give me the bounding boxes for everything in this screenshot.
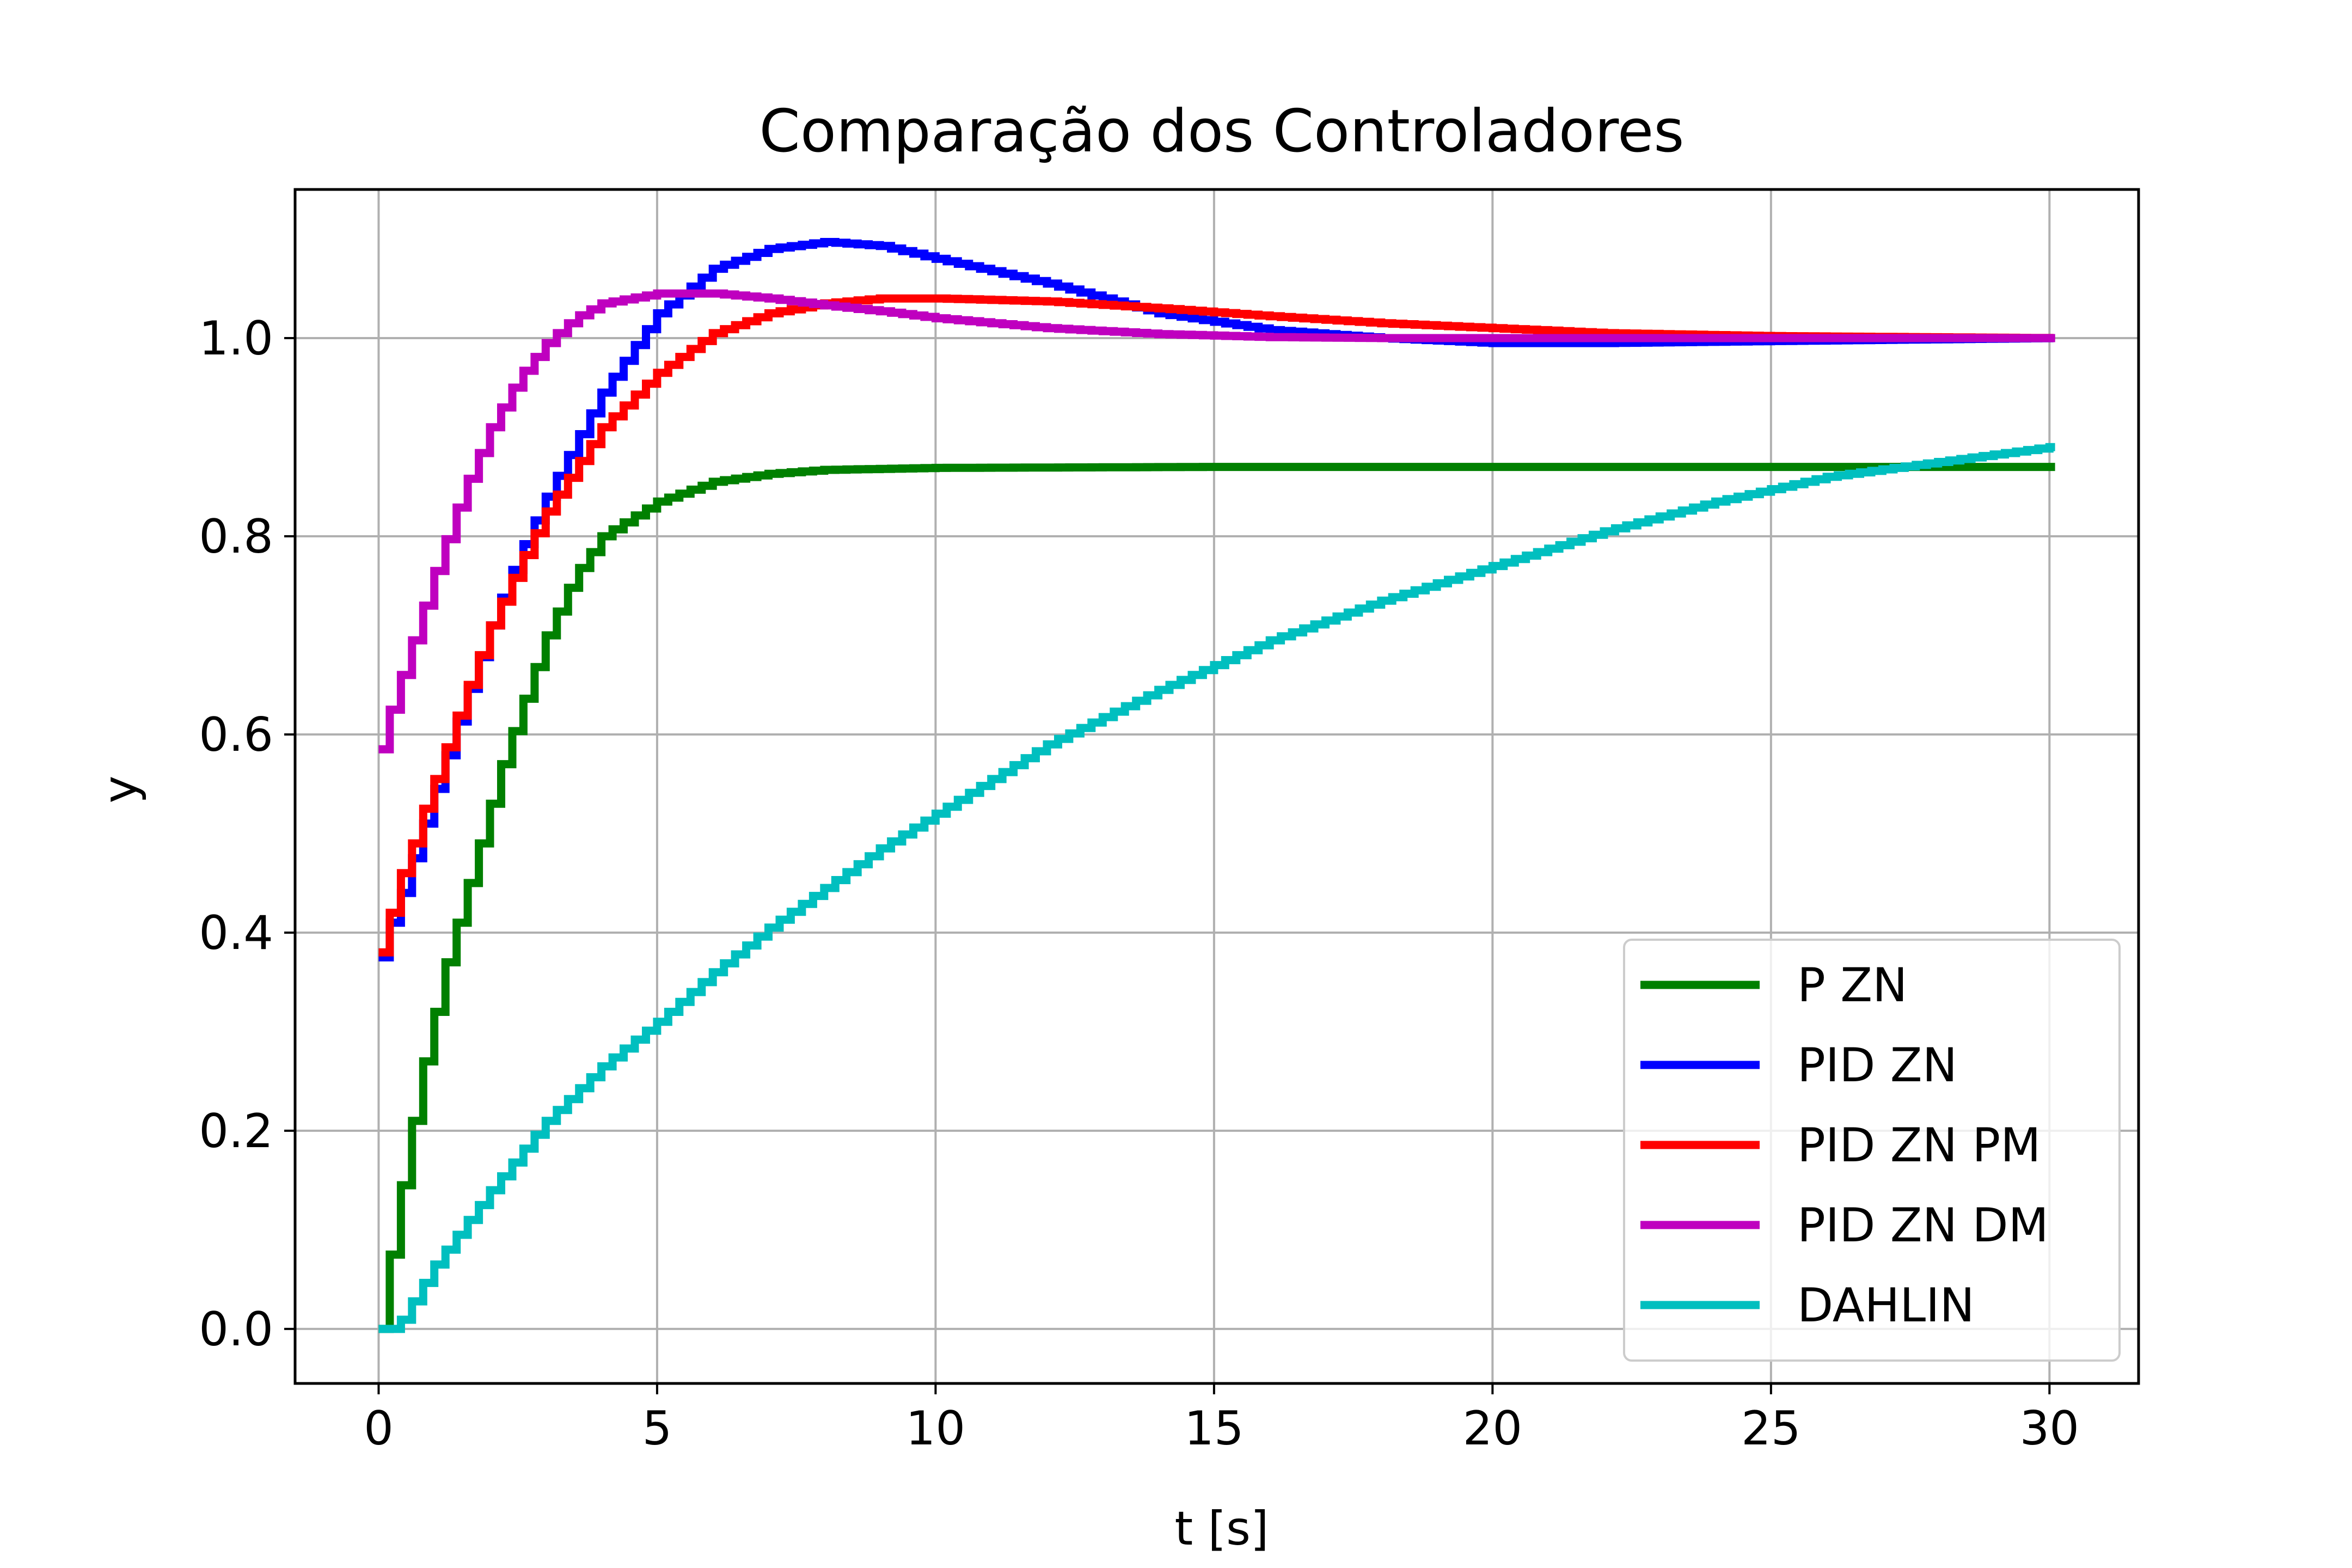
legend-box — [1623, 939, 2121, 1362]
series-line — [378, 443, 2055, 1333]
y-tick-label: 1.0 — [199, 311, 273, 366]
legend-label: DAHLIN — [1797, 1278, 1975, 1333]
x-tick-label: 25 — [1741, 1401, 1800, 1456]
plot-frame — [293, 188, 2140, 1385]
grid — [295, 189, 2139, 1383]
y-tick-label: 0.2 — [199, 1104, 273, 1159]
y-tick-label: 0.0 — [199, 1302, 273, 1357]
y-axis-label: y — [93, 776, 148, 804]
chart-title: Comparação dos Controladores — [759, 97, 1684, 166]
x-tick-label: 15 — [1184, 1401, 1244, 1456]
series-line — [378, 463, 2055, 1333]
x-axis-label: t [s] — [1175, 1502, 1269, 1556]
legend-label: PID ZN DM — [1797, 1198, 2049, 1253]
legend-label: PID ZN — [1797, 1038, 1957, 1093]
legend-label: P ZN — [1797, 958, 1907, 1013]
x-tick-label: 30 — [2020, 1401, 2079, 1456]
y-tick-label: 0.6 — [199, 708, 273, 762]
x-tick-label: 10 — [906, 1401, 965, 1456]
x-tick-label: 20 — [1463, 1401, 1522, 1456]
ticks: 0 5 10 15 20 25 30 0.0 0.2 0.4 0.6 0.8 1.0 — [199, 311, 2079, 1456]
y-tick-label: 0.4 — [199, 906, 273, 960]
series-layer — [378, 238, 2055, 1333]
legend: P ZN PID ZN PID ZN PM PID ZN DM DAHLIN — [1623, 939, 2121, 1362]
series-line — [378, 289, 2055, 754]
legend-label: PID ZN PM — [1797, 1118, 2041, 1173]
x-tick-label: 0 — [364, 1401, 394, 1456]
x-tick-label: 5 — [642, 1401, 672, 1456]
y-tick-label: 0.8 — [199, 510, 273, 564]
